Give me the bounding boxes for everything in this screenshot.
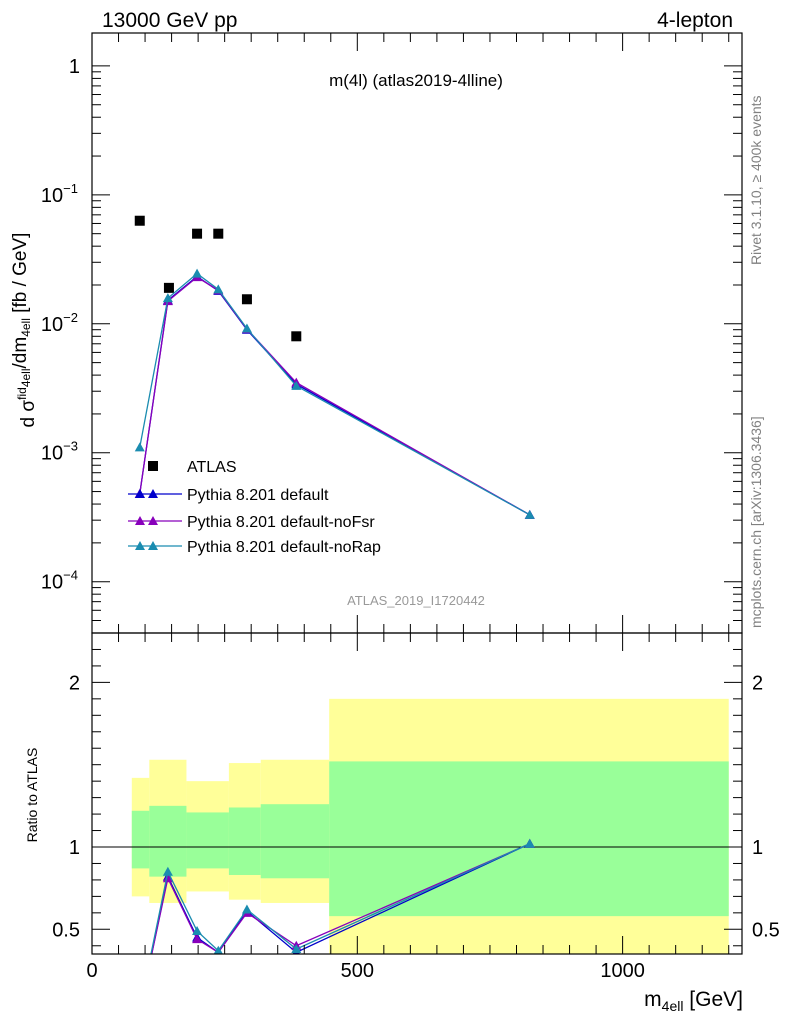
ratio-point-2-4 (241, 904, 252, 914)
ratio-y-tick-label-left-2: 2 (69, 672, 80, 694)
main-y-tick-label-1: 10−1 (41, 181, 78, 207)
legend-marker-2-a (135, 516, 145, 525)
mc-point-3-4 (241, 323, 252, 333)
axis-ticks (91, 33, 742, 954)
legend-label-2: Pythia 8.201 default-noFsr (187, 514, 375, 531)
x-tick-label-1: 500 (341, 960, 374, 982)
ratio-y-tick-label-right-0: 0.5 (752, 919, 780, 941)
atlas-data-point-3 (213, 228, 224, 239)
legend-marker-3-b (148, 541, 158, 550)
ratio-point-2-2 (192, 925, 203, 935)
analysis-watermark: ATLAS_2019_I1720442 (347, 593, 485, 608)
ratio-point-0-0 (135, 1005, 145, 1014)
mc-point-3-3 (213, 284, 224, 294)
ratio-point-2-5 (291, 944, 302, 954)
ratio-point-1-1 (162, 873, 173, 883)
ratio-uncertainty-bands (131, 698, 729, 954)
legend-label-1: Pythia 8.201 default (187, 487, 329, 504)
atlas-data-point-0 (134, 215, 145, 226)
main-y-tick-label-3: 10−3 (41, 439, 78, 465)
ratio-point-1-0 (135, 1005, 145, 1014)
legend-marker-1-b (148, 489, 158, 498)
x-tick-label-0: 0 (86, 960, 97, 982)
ratio-y-tick-label-right-1: 1 (752, 837, 763, 859)
ratio-band-inner-2 (186, 812, 229, 869)
ratio-y-tick-label-left-0: 0.5 (52, 919, 80, 941)
plot-title: m(4l) (atlas2019-4lline) (329, 71, 503, 90)
ratio-y-tick-label-right-2: 2 (752, 672, 763, 694)
ratio-band-inner-1 (149, 805, 187, 877)
atlas-data-point-4 (241, 294, 252, 305)
mc-point-3-6 (524, 509, 535, 519)
mc-point-3-0 (134, 442, 145, 452)
legend-label-0: ATLAS (187, 459, 237, 476)
x-axis-label: m4ell [GeV] (644, 988, 743, 1014)
ratio-point-2-6 (524, 838, 535, 848)
ratio-point-2-1 (162, 866, 173, 876)
legend-marker-2-b (148, 516, 158, 525)
ratio-band-inner-5 (329, 761, 729, 917)
legend-marker-3-a (135, 541, 145, 550)
ratio-band-inner-0 (131, 810, 150, 869)
main-y-axis-label: d σfid4ell/dm4ell [fb / GeV] (10, 233, 39, 428)
x-tick-label-2: 1000 (600, 960, 645, 982)
ratio-band-inner-3 (228, 807, 261, 875)
legend-label-3: Pythia 8.201 default-noRap (187, 539, 381, 556)
mc-point-3-1 (162, 293, 173, 303)
ratio-y-tick-label-left-1: 1 (69, 837, 80, 859)
atlas-data-point-2 (192, 228, 203, 239)
ratio-band-inner-4 (260, 804, 330, 879)
header-energy: 13000 GeV pp (102, 9, 237, 32)
ratio-point-2-0 (135, 1004, 145, 1013)
mc-point-3-2 (192, 268, 203, 278)
main-y-tick-label-4: 10−4 (41, 568, 78, 594)
mc-line-3 (139, 272, 531, 516)
ratio-series (135, 838, 535, 1014)
ratio-point-2-3 (213, 945, 223, 954)
main-y-tick-label-0: 1 (69, 56, 80, 78)
main-y-tick-label-2: 10−2 (41, 310, 78, 336)
mcplots-reference-label: mcplots.cern.ch [arXiv:1306.3436] (748, 416, 764, 628)
atlas-data-point-1 (163, 282, 174, 293)
legend: ATLAS Pythia 8.201 default Pythia 8.201 de… (128, 459, 381, 556)
axis-tick-labels: 1 10−1 10−2 10−3 10−4 0 500 1000 0.5 0.5 1 1 2 2 (41, 56, 780, 982)
rivet-version-label: Rivet 3.1.10, ≥ 400k events (748, 95, 764, 265)
header-process: 4-lepton (657, 9, 733, 32)
mc-line-1 (139, 275, 531, 516)
atlas-data-point-5 (291, 331, 302, 342)
mc-line-2 (139, 276, 531, 516)
ratio-y-axis-label: Ratio to ATLAS (24, 748, 40, 843)
legend-marker-atlas (148, 461, 158, 471)
ratio-plot-frame (91, 632, 743, 955)
legend-marker-1-a (135, 489, 145, 498)
ratio-point-1-2 (192, 934, 203, 944)
mc-point-3-5 (291, 380, 302, 390)
